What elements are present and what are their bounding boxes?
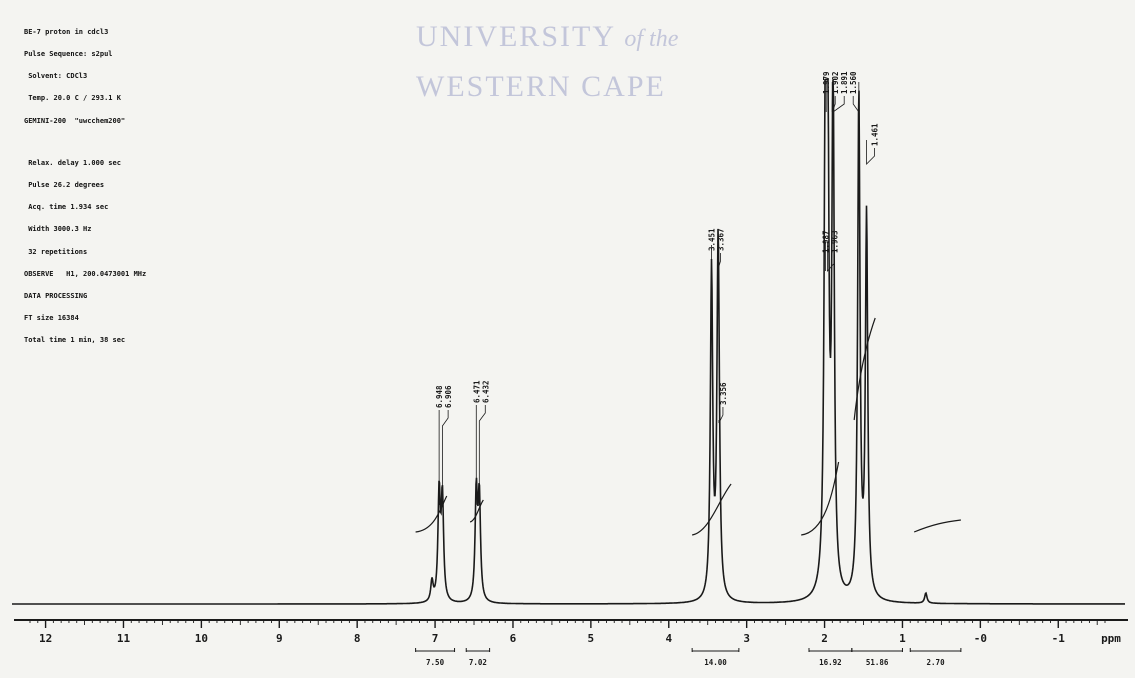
peak-label: 1.902 — [831, 71, 840, 94]
param-line: Solvent: CDCl3 — [24, 72, 88, 81]
watermark-line-1: UNIVERSITY of the — [416, 20, 678, 54]
integral-value: 7.50 — [426, 658, 445, 667]
param-line: Total time 1 min, 38 sec — [24, 336, 126, 345]
peak-leader-line — [852, 82, 860, 114]
peak-leader-line — [441, 410, 449, 505]
peak-leader-line — [831, 82, 836, 113]
peak-leader-line — [832, 82, 845, 113]
x-tick-label: 12 — [39, 632, 52, 645]
peak-leader-line — [717, 245, 721, 270]
integral-value: 2.70 — [927, 658, 946, 667]
peak-label: 1.560 — [849, 71, 858, 94]
spectrum-trace — [12, 78, 1125, 605]
x-tick-label: 7 — [432, 632, 439, 645]
integral-curve — [469, 499, 484, 523]
integral-curve — [691, 483, 732, 536]
integral-value: 16.92 — [819, 658, 842, 667]
x-tick-label: 1 — [899, 632, 906, 645]
integral-value: 7.02 — [469, 658, 487, 667]
x-tick-label: 10 — [195, 632, 208, 645]
x-tick-label: 8 — [354, 632, 361, 645]
param-line: 32 repetitions — [24, 247, 88, 256]
peak-label: 1.979 — [822, 71, 831, 94]
peak-leader-line — [478, 405, 486, 505]
watermark-line-2: WESTERN CAPE — [416, 70, 666, 103]
peak-label: 3.451 — [708, 228, 717, 251]
peak-label: 6.948 — [435, 385, 444, 408]
peak-label: 3.367 — [717, 228, 726, 251]
integral-curve — [801, 461, 840, 536]
peak-leader-line — [718, 407, 724, 424]
integral-value: 51.86 — [866, 658, 889, 667]
integral-curve — [853, 317, 876, 421]
peak-label: 1.963 — [831, 230, 840, 253]
x-tick-label: 6 — [510, 632, 517, 645]
peak-label: 1.461 — [871, 123, 880, 146]
x-tick-label: 3 — [743, 632, 750, 645]
param-line: Pulse Sequence: s2pul — [24, 50, 113, 59]
peak-label: 6.906 — [444, 385, 453, 408]
param-line: GEMINI-200 "uwcchem200" — [24, 116, 126, 125]
param-line: Acq. time 1.934 sec — [24, 203, 109, 212]
peak-label: 3.356 — [719, 382, 728, 405]
peak-leader-line — [866, 140, 875, 165]
param-line: Width 3000.3 Hz — [24, 225, 92, 234]
x-tick-label: -0 — [974, 632, 987, 645]
peak-leader-line — [827, 242, 835, 273]
watermark-italic: of the — [624, 26, 679, 52]
param-line: DATA PROCESSING — [24, 292, 88, 301]
peak-label: 6.471 — [472, 380, 481, 403]
param-line: Pulse 26.2 degrees — [24, 180, 105, 189]
param-line: OBSERVE H1, 200.0473001 MHz — [24, 269, 147, 278]
x-tick-label: 9 — [276, 632, 283, 645]
peak-label: 1.987 — [822, 230, 831, 253]
param-line: Relax. delay 1.000 sec — [24, 158, 121, 167]
acquisition-parameters: BE-7 proton in cdcl3 Pulse Sequence: s2p… — [24, 14, 146, 360]
x-tick-label: 4 — [665, 632, 672, 645]
x-tick-label: 2 — [821, 632, 828, 645]
watermark-text: UNIVERSITY — [416, 20, 615, 53]
integral-curve — [415, 495, 448, 533]
integral-value: 14.00 — [704, 658, 727, 667]
x-axis-label: ppm — [1101, 632, 1121, 645]
param-line: BE-7 proton in cdcl3 — [24, 27, 109, 36]
integral-curve — [913, 519, 961, 533]
x-tick-label: 11 — [117, 632, 131, 645]
x-tick-label: 5 — [588, 632, 595, 645]
peak-label: 1.891 — [840, 71, 849, 94]
param-line: FT size 16384 — [24, 314, 79, 323]
peak-label: 6.432 — [481, 380, 490, 403]
x-tick-label: -1 — [1052, 632, 1066, 645]
param-line: Temp. 20.0 C / 293.1 K — [24, 94, 121, 103]
